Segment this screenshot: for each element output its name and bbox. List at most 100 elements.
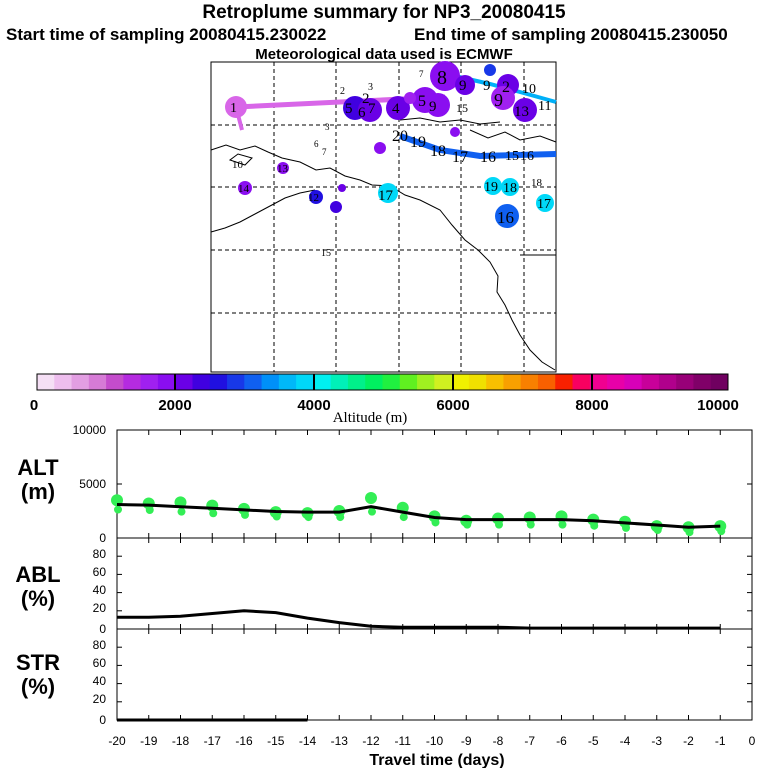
map-dot — [238, 181, 252, 195]
x-tick-label: -3 — [651, 734, 662, 748]
map-label: 1 — [230, 101, 237, 116]
colorbar-swatch — [37, 374, 55, 390]
map-dot — [484, 64, 496, 76]
colorbar-swatch — [123, 374, 142, 390]
alt-point-secondary — [272, 512, 281, 521]
str-ylabel: STR — [16, 650, 60, 675]
abl-ylabel: ABL — [15, 562, 60, 587]
colorbar-swatch — [399, 374, 418, 390]
map-dot — [404, 92, 416, 104]
map-label: 19 — [484, 180, 498, 195]
map-label: 9 — [483, 78, 491, 94]
map-dot — [455, 75, 475, 95]
map-dot — [430, 61, 460, 91]
map-label: 2 — [502, 79, 510, 96]
map-label: 7 — [419, 69, 424, 79]
map-label: 14 — [238, 183, 250, 195]
colorbar-swatch — [347, 374, 366, 390]
colorbar-label: Altitude (m) — [333, 410, 408, 426]
colorbar-swatch — [468, 374, 487, 390]
map-track-label: 19 — [410, 134, 426, 151]
colorbar-tick: 8000 — [575, 397, 608, 414]
map-label: 3 — [325, 122, 330, 132]
colorbar-swatch — [417, 374, 435, 390]
colorbar-swatch — [365, 374, 383, 390]
colorbar-swatch — [209, 374, 228, 390]
colorbar-swatch — [503, 374, 522, 390]
colorbar-frame — [36, 373, 729, 391]
colorbar-swatch — [106, 374, 124, 390]
map-label: 4 — [392, 101, 400, 117]
map-label: 17 — [537, 197, 551, 212]
map-label: 18 — [503, 181, 517, 196]
map-label: 2 — [362, 91, 370, 107]
map-dot — [338, 184, 346, 192]
str-ylabel-unit: (%) — [21, 674, 55, 699]
map-dot — [484, 177, 502, 195]
colorbar-swatch — [227, 374, 245, 390]
map-dot — [491, 86, 515, 110]
time-series-panels: ALT (m) ABL (%) STR (%) 10000 5000 0 80 … — [15, 423, 755, 768]
colorbar-swatch — [658, 374, 677, 390]
map-label: 2 — [340, 86, 345, 97]
abl-ytick: 80 — [93, 547, 107, 561]
colorbar-tick: 4000 — [297, 397, 330, 414]
colorbar-swatch — [710, 374, 729, 390]
x-tick-label: -17 — [204, 734, 222, 748]
map-label: 3 — [368, 82, 373, 93]
str-ytick: 0 — [99, 713, 106, 727]
alt-point-secondary — [558, 520, 567, 529]
abl-line — [117, 609, 721, 630]
map-dot — [501, 178, 519, 196]
alt-point-secondary — [463, 520, 472, 529]
map-label: 15 — [456, 101, 468, 115]
map-dot — [386, 96, 410, 120]
map-dots — [225, 61, 554, 228]
map-dot — [536, 194, 554, 212]
alt-ytick: 10000 — [73, 423, 107, 437]
colorbar-swatch — [140, 374, 159, 390]
x-tick-label: -19 — [140, 734, 158, 748]
alt-point-secondary — [114, 505, 122, 514]
map-label: 5 — [345, 101, 353, 117]
map-label: 7 — [322, 147, 327, 157]
colorbar-swatch — [520, 374, 539, 390]
colorbar-tick: 0 — [30, 397, 38, 414]
map-dot — [426, 93, 450, 117]
colorbar-swatch — [71, 374, 90, 390]
colorbar-tick: 10000 — [697, 397, 739, 414]
alt-point-secondary — [177, 507, 186, 516]
alt-point-secondary — [336, 513, 345, 522]
x-axis-ticks: -20 -19 -18 -17 -16 -15 -14 -13 -12 -11 -10 -9 -8 -7-… — [108, 430, 756, 748]
colorbar-swatch — [607, 374, 625, 390]
alt-point-secondary — [653, 526, 662, 535]
map-label: 10 — [522, 82, 536, 97]
x-tick-label: -14 — [299, 734, 317, 748]
alt-point-secondary — [431, 518, 440, 527]
colorbar — [36, 373, 729, 391]
alt-point-secondary — [495, 520, 503, 529]
alt-point-secondary — [304, 513, 313, 522]
x-tick-label: -8 — [493, 734, 504, 748]
alt-point-secondary — [717, 527, 726, 536]
map-track-label: 20 — [392, 128, 408, 145]
map-label: 13 — [277, 163, 289, 175]
colorbar-swatch — [641, 374, 660, 390]
alt-point-secondary — [590, 521, 599, 530]
colorbar-ticks: 0 2000 4000 6000 8000 10000 — [30, 397, 739, 414]
str-panel-frame — [116, 628, 753, 721]
map-label: 9 — [429, 99, 437, 115]
map-number-labels: 1 8 9 9 2 10 9 13 11 5 6 2 7 4 5 9 15 20… — [230, 67, 551, 259]
colorbar-swatch — [589, 374, 608, 390]
map-dot — [330, 201, 342, 213]
x-axis-label: Travel time (days) — [369, 752, 504, 768]
colorbar-swatch — [278, 374, 297, 390]
series-layer — [111, 429, 752, 722]
alt-point-secondary — [145, 506, 154, 515]
trajectory-blue — [399, 133, 557, 160]
map-dot — [378, 183, 398, 203]
map-label: 12 — [308, 192, 319, 204]
x-tick-label: 0 — [749, 734, 756, 748]
colorbar-swatch — [555, 374, 574, 390]
